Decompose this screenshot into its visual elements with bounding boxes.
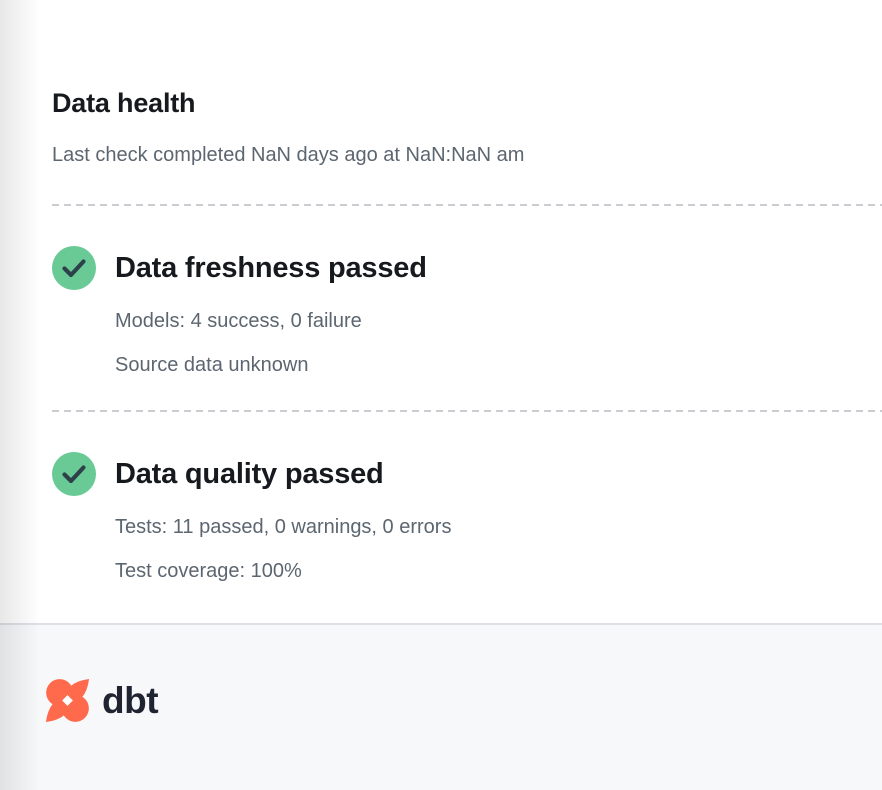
status-row: Data freshness passed — [52, 246, 882, 290]
check-circle-icon — [52, 452, 96, 496]
data-quality-section: Data quality passed Tests: 11 passed, 0 … — [52, 452, 882, 584]
dbt-logo-link[interactable]: dbt — [44, 677, 159, 724]
freshness-source-detail: Source data unknown — [115, 354, 309, 376]
check-circle-icon — [52, 246, 96, 290]
freshness-models-detail: Models: 4 success, 0 failure — [115, 310, 362, 332]
section-divider — [52, 410, 882, 412]
freshness-heading: Data freshness passed — [115, 252, 427, 284]
quality-coverage-detail: Test coverage: 100% — [115, 560, 302, 582]
section-divider — [52, 204, 882, 206]
data-health-panel: Data health Last check completed NaN day… — [52, 88, 882, 584]
page-title: Data health — [52, 88, 196, 118]
quality-heading: Data quality passed — [115, 458, 384, 490]
brand-name: dbt — [102, 680, 159, 721]
quality-tests-detail: Tests: 11 passed, 0 warnings, 0 errors — [115, 516, 452, 538]
last-check-status: Last check completed NaN days ago at NaN… — [52, 144, 525, 166]
footer: dbt — [0, 623, 882, 790]
status-row: Data quality passed — [52, 452, 882, 496]
data-freshness-section: Data freshness passed Models: 4 success,… — [52, 246, 882, 378]
dbt-logo-icon — [44, 677, 91, 724]
